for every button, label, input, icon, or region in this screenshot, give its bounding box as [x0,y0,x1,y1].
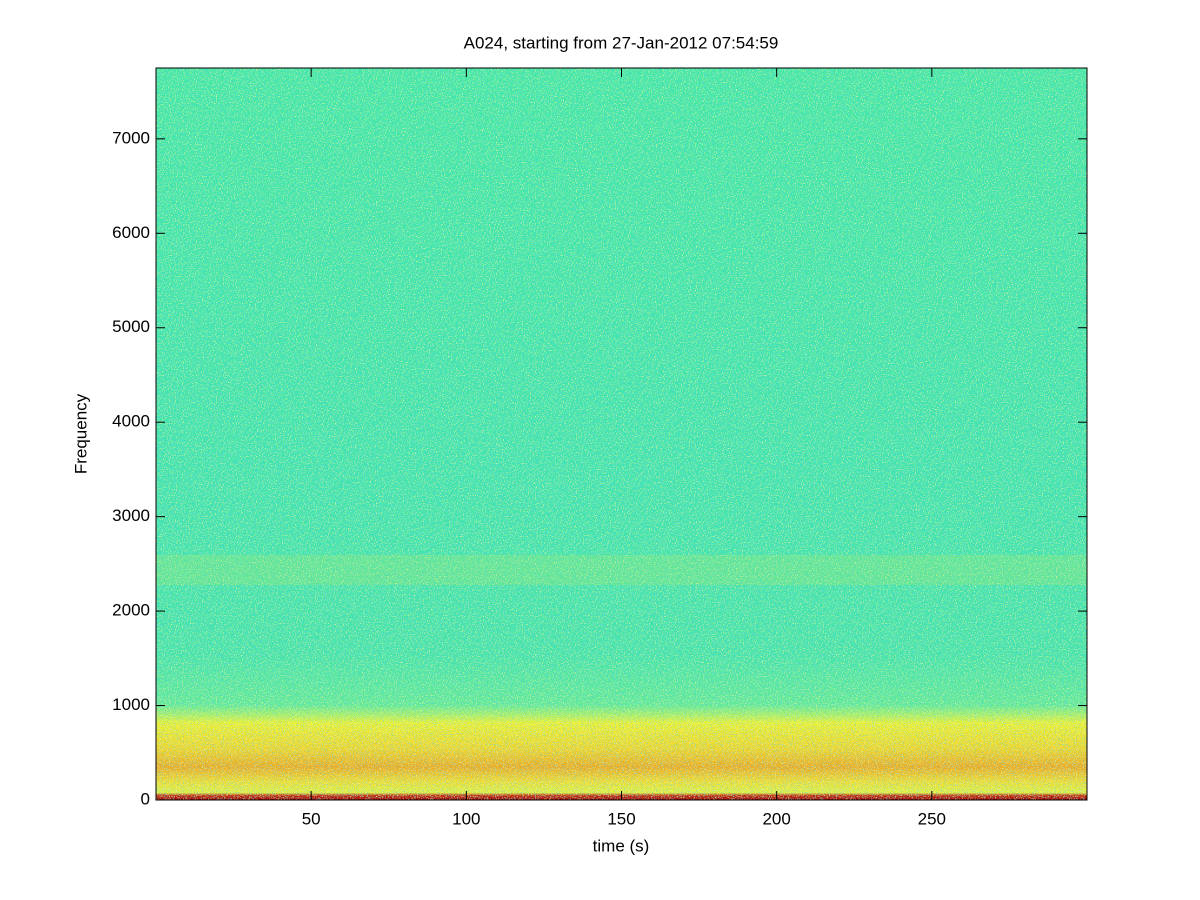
x-tick-label: 200 [762,809,790,828]
chart-title: A024, starting from 27-Jan-2012 07:54:59 [464,33,779,52]
x-tick-label: 150 [607,809,635,828]
y-tick-label: 3000 [112,506,150,525]
x-tick-label: 250 [918,809,946,828]
faint-band [156,555,1087,585]
y-tick-label: 4000 [112,412,150,431]
noise-cool [156,68,1087,800]
y-axis-label: Frequency [71,393,90,474]
y-tick-label: 2000 [112,601,150,620]
spectrogram-image [156,68,1087,800]
y-tick-label: 0 [141,789,150,808]
y-tick-label: 7000 [112,128,150,147]
y-tick-label: 5000 [112,317,150,336]
x-axis-label: time (s) [593,836,650,855]
x-tick-label: 100 [452,809,480,828]
y-tick-label: 1000 [112,695,150,714]
y-tick-label: 6000 [112,223,150,242]
x-tick-label: 50 [302,809,321,828]
